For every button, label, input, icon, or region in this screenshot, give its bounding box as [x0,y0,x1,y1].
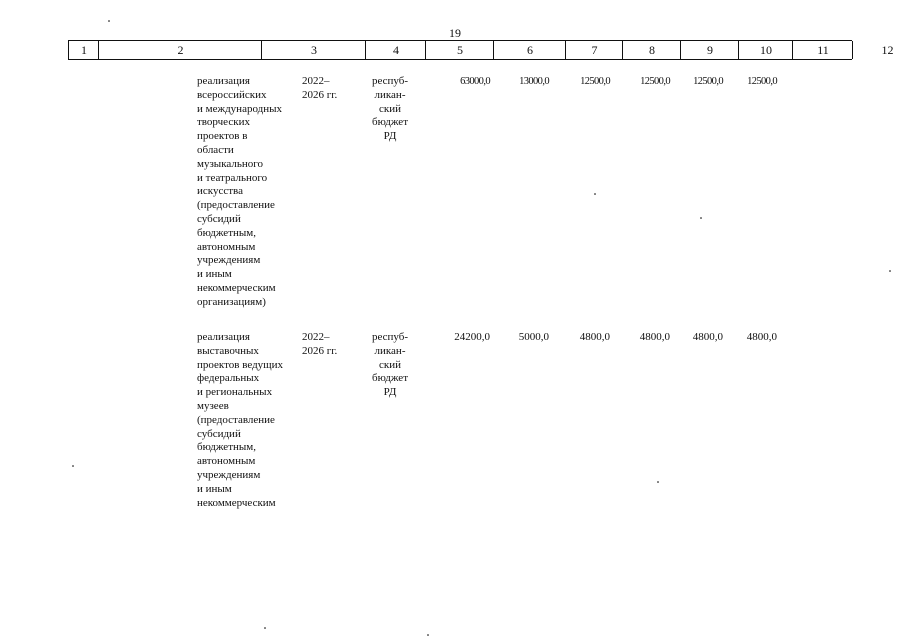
value-2026: 12500,0 [747,76,778,87]
text-line: бюджетным, [197,441,256,454]
text-line: реализация [197,75,250,87]
text-line: выставочных [197,344,259,357]
value-2026: 4800,0 [746,331,777,343]
row-description: реализация всероссийских и международных… [197,75,297,310]
text-line: РД [383,130,397,143]
column-header: 10 [738,41,793,59]
value-2022: 5000,0 [518,331,549,343]
page-number: 19 [449,26,461,40]
text-line: бюджет [372,372,408,385]
text-line: учреждениям [197,254,261,267]
text-line: 2026 гг. [302,344,338,357]
value-2023: 4800,0 [579,331,610,343]
text-line: проектов в [197,130,248,143]
text-line: проектов ведущих [197,358,284,371]
text-line: и иным [197,482,232,495]
text-line: и театрального [197,171,268,184]
row-description: реализация выставочных проектов ведущих … [197,331,297,510]
text-line: искусства [197,185,243,198]
text-line: 2022– [302,331,330,343]
value-2024: 12500,0 [640,76,671,87]
row-funding-source: респуб- ликан- ский бюджет РД [360,331,420,400]
text-line: РД [383,386,397,399]
value-2022: 13000,0 [519,76,550,87]
column-header: 5 [425,41,494,59]
text-line: 2026 гг. [302,88,338,101]
value-total: 24200,0 [454,331,490,343]
text-line: организациям) [197,295,266,308]
scan-speck [594,193,596,195]
table-header-row: 1 2 3 4 5 6 7 8 9 10 11 12 [68,40,894,60]
value-2024: 4800,0 [639,331,670,343]
text-line: учреждениям [197,468,261,481]
column-header: 8 [622,41,681,59]
column-header: 3 [261,41,366,59]
text-line: всероссийских [197,88,267,101]
text-line: ликан- [374,344,406,357]
text-line: бюджетным, [197,226,256,239]
text-line: музеев [197,399,229,412]
text-line: респуб- [371,75,409,87]
text-line: ликан- [374,88,406,101]
row-funding-source: респуб- ликан- ский бюджет РД [360,75,420,144]
text-line: (предоставление [197,199,275,212]
text-line: ский [379,358,401,371]
text-line: и международных [197,102,283,115]
scan-speck [72,465,74,467]
scan-speck [264,627,266,629]
scan-speck [427,634,429,636]
column-header: 6 [493,41,566,59]
text-line: ский [379,102,401,115]
scan-speck [108,20,110,22]
column-header: 1 [68,41,99,59]
text-line: музыкального [197,157,263,170]
value-2023: 12500,0 [580,76,611,87]
column-header: 11 [792,41,853,59]
text-line: автономным [197,455,256,468]
column-header: 4 [365,41,426,59]
text-line: субсидий [197,427,241,440]
scan-speck [889,270,891,272]
column-header: 7 [565,41,623,59]
column-header: 12 [852,41,905,59]
text-line: респуб- [371,331,409,343]
column-header: 9 [680,41,739,59]
value-total: 63000,0 [460,76,491,87]
row-period: 2022– 2026 гг. [302,75,354,103]
text-line: некоммерческим [197,281,276,294]
text-line: 2022– [302,75,330,87]
text-line: субсидий [197,212,241,225]
text-line: федеральных [197,372,260,385]
column-header: 2 [98,41,262,59]
scan-speck [700,217,702,219]
text-line: области [197,143,234,156]
text-line: и иным [197,268,232,281]
text-line: творческих [197,116,250,129]
value-2025: 4800,0 [692,331,723,343]
text-line: реализация [197,331,250,343]
text-line: бюджет [372,116,408,129]
text-line: автономным [197,240,256,253]
value-2025: 12500,0 [693,76,724,87]
text-line: (предоставление [197,413,275,426]
row-period: 2022– 2026 гг. [302,331,354,359]
text-line: некоммерческим [197,496,276,509]
scan-speck [657,481,659,483]
text-line: и региональных [197,386,273,399]
